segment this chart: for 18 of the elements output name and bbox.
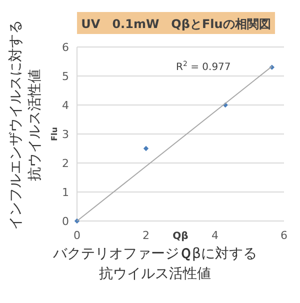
x-tick-label: 0 xyxy=(74,229,80,242)
text: バクテリオファージＱβに対する抗ウイルス活性値 xyxy=(52,246,257,282)
y-tick-label: 2 xyxy=(62,157,69,170)
annotation: R$^{2}$ = 0.977 xyxy=(176,60,231,73)
y-tick-label: 6 xyxy=(62,41,69,54)
x-tick-label: 6 xyxy=(280,229,288,242)
y-tick-label: 5 xyxy=(62,70,69,83)
y-axis-title: Flu xyxy=(50,126,59,141)
x-tick-label: 4 xyxy=(212,229,218,242)
y-tick-label: 1 xyxy=(62,186,69,199)
y-tick-label: 4 xyxy=(62,99,69,112)
point xyxy=(143,146,149,152)
x-tick-label: 2 xyxy=(142,229,150,242)
chart-title: UV 0.1mW QβとFluの相関図 xyxy=(81,17,271,31)
y-tick-label: 0 xyxy=(62,215,69,228)
x-axis-title: Qβ xyxy=(172,231,188,242)
text: インフルエンザウイルスに対する抗ウイルス活性値 xyxy=(8,20,43,230)
y-tick-label: 3 xyxy=(62,128,69,141)
